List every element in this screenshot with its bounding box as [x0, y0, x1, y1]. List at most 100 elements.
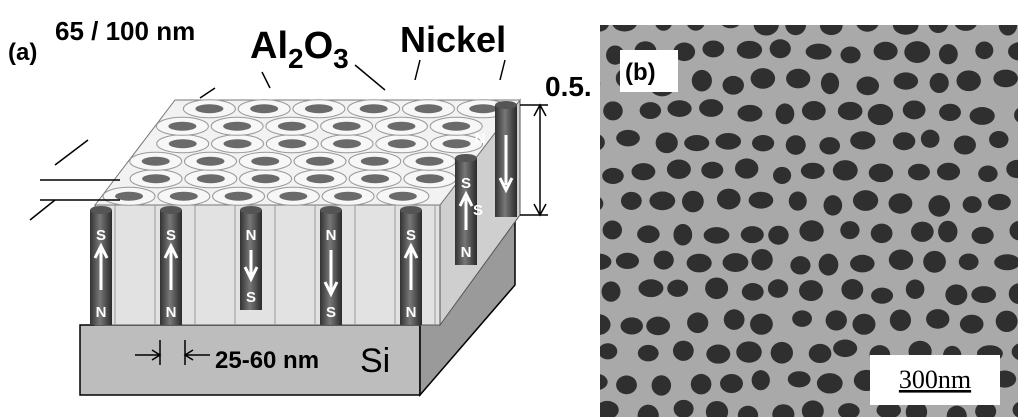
pore — [602, 168, 624, 184]
pore — [250, 104, 278, 113]
pore — [197, 174, 225, 183]
pore — [868, 104, 893, 125]
pore — [442, 122, 470, 131]
pore — [956, 70, 980, 91]
pore — [637, 225, 660, 243]
pore — [790, 256, 810, 274]
pore — [686, 10, 705, 31]
pore — [908, 164, 930, 181]
nanowire-top — [160, 206, 182, 214]
pore — [306, 174, 334, 183]
pore — [673, 341, 694, 361]
pore — [939, 104, 961, 121]
pore — [702, 41, 724, 58]
pore — [469, 104, 497, 113]
pore — [737, 41, 762, 59]
pore — [720, 374, 743, 393]
nickel-label: Nickel — [400, 19, 506, 60]
pole-label: S — [473, 202, 483, 219]
pore — [656, 132, 678, 153]
pore — [871, 288, 893, 304]
alumina-text: O — [304, 25, 334, 67]
pore — [692, 70, 712, 92]
pore — [799, 280, 823, 301]
pore — [616, 130, 640, 146]
pore — [975, 41, 993, 59]
pore — [717, 189, 741, 210]
panel-label: (b) — [625, 59, 656, 86]
pore — [840, 46, 860, 63]
pore — [833, 160, 858, 180]
pore — [654, 251, 674, 270]
pore — [667, 159, 691, 179]
pole-label: N — [406, 304, 417, 321]
pore — [768, 226, 788, 245]
pore — [989, 131, 1008, 148]
pore — [928, 195, 950, 217]
block-front — [95, 205, 440, 325]
pore — [911, 222, 934, 242]
pore — [704, 227, 730, 243]
pore — [720, 11, 742, 28]
pore — [333, 139, 361, 148]
pore — [578, 194, 604, 213]
pore — [724, 309, 745, 330]
pore — [850, 131, 875, 149]
height-label: 0.5. — [545, 71, 592, 102]
pore — [416, 174, 444, 183]
pore — [649, 192, 675, 211]
pore — [252, 174, 280, 183]
pore — [786, 69, 810, 89]
pore — [640, 102, 662, 119]
pore — [785, 14, 806, 35]
pore — [819, 254, 839, 276]
pore — [699, 99, 723, 117]
pore — [673, 224, 692, 246]
nanowire-top — [240, 206, 262, 214]
pore — [802, 101, 826, 120]
pore — [921, 130, 940, 148]
pore — [586, 254, 611, 270]
pore — [603, 220, 622, 239]
pore — [776, 103, 795, 124]
pore — [723, 253, 749, 272]
pole-label: S — [461, 175, 471, 192]
pore — [334, 192, 362, 201]
pore — [603, 101, 623, 120]
pore — [999, 15, 1017, 36]
pore — [667, 280, 688, 297]
pore — [223, 122, 251, 131]
pore — [701, 162, 723, 179]
pore — [945, 284, 967, 305]
pore — [387, 122, 415, 131]
nanowire-top — [90, 206, 112, 214]
pore — [586, 134, 605, 151]
pore — [906, 280, 925, 299]
pore — [978, 165, 997, 182]
pore — [706, 345, 730, 364]
pore — [612, 12, 637, 31]
pore — [616, 253, 639, 269]
pore — [737, 105, 762, 122]
pore — [742, 283, 764, 301]
pore — [225, 192, 253, 201]
pore — [971, 286, 996, 303]
pore — [621, 192, 642, 210]
pore — [586, 314, 611, 335]
pore — [279, 192, 307, 201]
pore — [988, 194, 1011, 210]
pore — [894, 72, 919, 89]
pole-label: S — [166, 227, 176, 244]
pole-label: N — [326, 227, 337, 244]
pore — [691, 374, 712, 394]
pore — [954, 136, 976, 155]
pore — [824, 195, 843, 215]
pore — [667, 100, 691, 117]
pore — [869, 164, 893, 183]
pore — [170, 192, 198, 201]
pole-label: N — [166, 304, 177, 321]
pore — [820, 16, 843, 35]
pore — [972, 227, 994, 244]
pore-size-label: 65 / 100 nm — [55, 16, 195, 46]
pore — [817, 373, 843, 393]
